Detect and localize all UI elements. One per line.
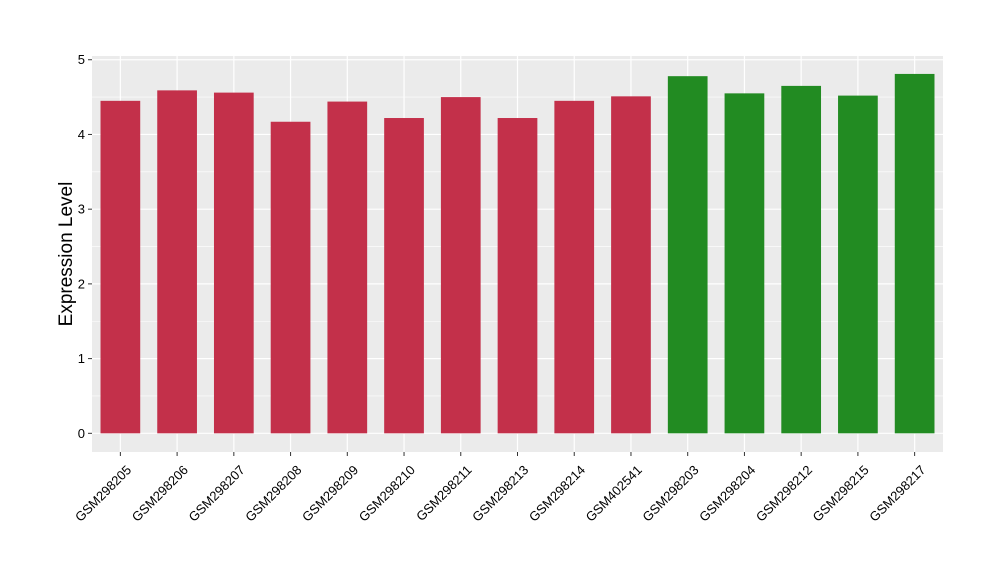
bar-GSM298206 — [157, 90, 197, 434]
x-tick-label: GSM298206 — [129, 462, 191, 524]
bar-GSM298204 — [724, 93, 765, 434]
bar-GSM402541 — [611, 96, 651, 434]
bar-GSM298212 — [781, 85, 822, 434]
bar-GSM298214 — [554, 100, 595, 434]
bar-GSM298210 — [384, 118, 424, 434]
x-tick-label: GSM298210 — [356, 462, 418, 524]
x-tick-label: GSM298215 — [810, 462, 872, 524]
x-tick-label: GSM402541 — [583, 462, 645, 524]
y-tick-label: 0 — [78, 426, 85, 441]
x-tick-label: GSM298213 — [469, 462, 531, 524]
y-tick-label: 1 — [78, 351, 85, 366]
bar-GSM298213 — [497, 118, 538, 434]
x-tick-label: GSM298211 — [413, 462, 475, 524]
x-axis: GSM298205GSM298206GSM298207GSM298208GSM2… — [72, 452, 929, 525]
y-axis: 0 1 2 3 4 5 — [78, 52, 92, 441]
x-tick-label: GSM298209 — [299, 462, 361, 524]
bar-GSM298209 — [327, 101, 368, 434]
bars — [100, 73, 935, 434]
x-tick-label: GSM298203 — [639, 462, 701, 524]
bar-GSM298211 — [440, 97, 481, 434]
x-tick-label: GSM298208 — [242, 462, 304, 524]
bar-GSM298217 — [894, 73, 935, 434]
x-tick-label: GSM298212 — [753, 462, 815, 524]
y-tick-label: 2 — [78, 276, 85, 291]
x-tick-label: GSM298214 — [526, 462, 588, 524]
x-tick-label: GSM298204 — [696, 462, 758, 524]
y-tick-label: 5 — [78, 52, 85, 67]
y-axis-title: Expression Level — [56, 182, 77, 327]
bar-GSM298215 — [838, 95, 878, 434]
bar-GSM298208 — [270, 121, 311, 434]
bar-GSM298207 — [213, 92, 254, 434]
x-tick-label: GSM298207 — [186, 462, 248, 524]
bar-GSM298205 — [100, 100, 141, 434]
y-tick-label: 4 — [78, 127, 85, 142]
y-tick-label: 3 — [78, 202, 85, 217]
x-tick-label: GSM298205 — [72, 462, 134, 524]
bar-GSM298203 — [667, 76, 708, 434]
x-tick-label: GSM298217 — [866, 462, 928, 524]
